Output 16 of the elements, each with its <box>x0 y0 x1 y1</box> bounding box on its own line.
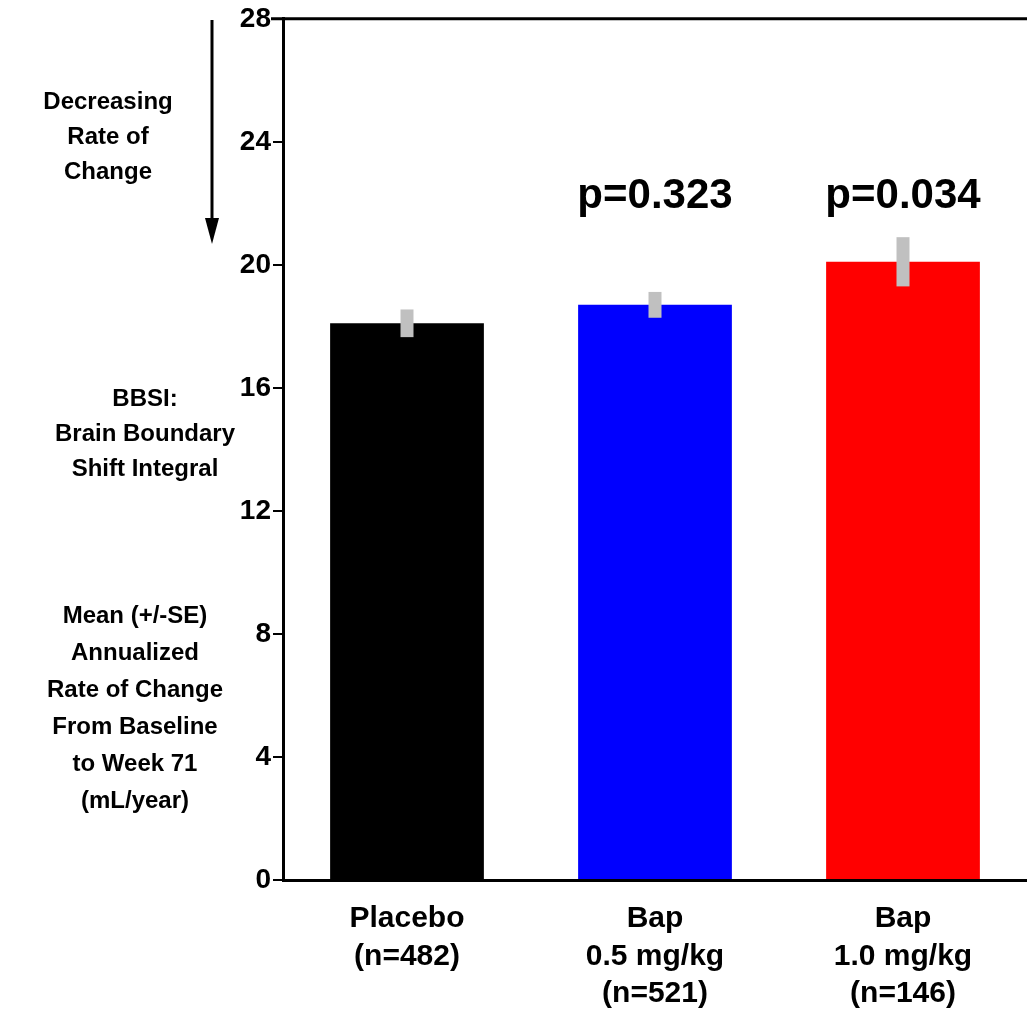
text: Decreasing Rate of Change <box>43 86 173 186</box>
annotation: p=0.034 <box>825 169 982 217</box>
y-tick-label: 28 <box>239 1 271 33</box>
y-tick-label: 0 <box>255 862 271 894</box>
y-tick-label: 16 <box>239 370 271 402</box>
y-tick-label: 12 <box>239 493 271 525</box>
y-tick-label: 24 <box>239 124 272 156</box>
y-tick-label: 8 <box>255 616 271 648</box>
x-tick-label: Bap 0.5 mg/kg (n=521) <box>585 900 725 1009</box>
x-tick-label: Placebo (n=482) <box>349 900 465 971</box>
text: BBSI: Brain Boundary Shift Integral <box>54 383 236 483</box>
y-tick-label: 4 <box>255 739 272 771</box>
annotation: p=0.323 <box>577 169 733 217</box>
y-axis-title: Mean (+/-SE) Annualized Rate of Change From Baseline to Week 71 (mL/year) <box>46 600 224 815</box>
x-tick-label: Bap 1.0 mg/kg (n=146) <box>833 900 973 1009</box>
y-tick-label: 20 <box>239 247 271 279</box>
